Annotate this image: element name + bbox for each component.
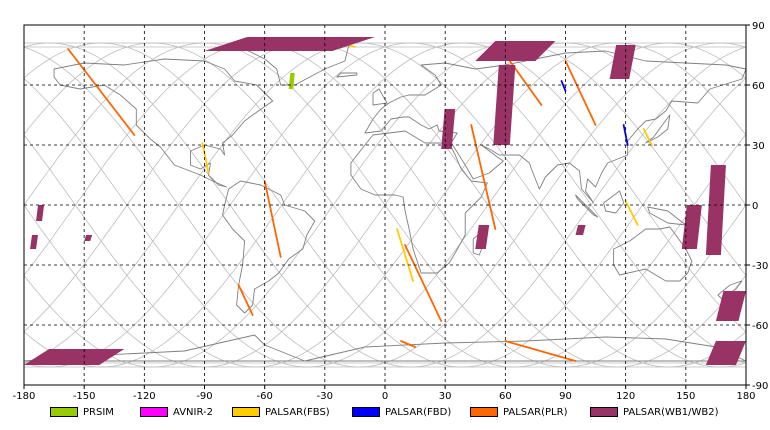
acquisition-swath (24, 349, 125, 365)
acquisition-swath (642, 128, 653, 146)
legend-label: PALSAR(WB1/WB2) (623, 406, 719, 418)
acquisition-swath (67, 48, 136, 136)
lat-tick-label: -60 (752, 321, 768, 332)
lon-tick-label: -30 (317, 391, 333, 400)
coastline (364, 50, 747, 204)
legend-label: PALSAR(PLR) (503, 406, 568, 418)
coastlines (23, 38, 747, 362)
coastline (350, 130, 488, 274)
acquisition-swath (237, 284, 254, 316)
legend-item: PALSAR(WB1/WB2) (590, 405, 719, 419)
acquisition-swath (404, 244, 443, 322)
lat-tick-label: 30 (752, 141, 765, 152)
acquisition-swath (624, 200, 639, 226)
acquisition-swath (609, 45, 636, 79)
acquisition-swath (288, 73, 295, 89)
acquisition-swath (36, 205, 45, 221)
legend-item: PALSAR(PLR) (470, 405, 567, 419)
acquisition-swath (705, 341, 746, 365)
coastline (645, 114, 671, 144)
legend-swatch (140, 407, 168, 417)
lon-tick-label: -150 (73, 391, 96, 400)
lon-tick-label: 120 (616, 391, 635, 400)
legend-label: AVNIR-2 (173, 406, 213, 418)
legend-swatch (590, 407, 618, 417)
legend-label: PALSAR(FBS) (265, 406, 330, 418)
axis-ticks (23, 24, 750, 389)
acquisition-swath (400, 340, 416, 348)
lon-tick-label: 150 (676, 391, 695, 400)
legend-swatch (470, 407, 498, 417)
acquisition-swath (493, 65, 516, 145)
legend-item: PRSIM (50, 405, 114, 419)
lon-tick-label: 90 (559, 391, 572, 400)
acquisition-swath (475, 41, 556, 61)
lat-tick-label: 0 (752, 201, 758, 212)
legend-swatch (352, 407, 380, 417)
acquisition-swath (201, 142, 210, 174)
acquisition-swath (575, 225, 586, 235)
coastline (603, 190, 625, 214)
coastline (336, 72, 358, 78)
acquisition-swath (715, 291, 746, 321)
lat-tick-label: 90 (752, 21, 765, 32)
lon-tick-label: 180 (736, 391, 755, 400)
acquisition-swath (84, 235, 93, 241)
lat-tick-label: -90 (752, 381, 768, 392)
legend-item: PALSAR(FBD) (352, 405, 451, 419)
lon-tick-label: 30 (439, 391, 452, 400)
lon-tick-label: -60 (256, 391, 272, 400)
acquisition-swath (441, 109, 456, 149)
acquisition-swath (504, 340, 577, 362)
acquisition-swath (705, 165, 726, 255)
coastline (23, 334, 747, 362)
lat-tick-label: -30 (752, 261, 768, 272)
acquisition-swath (263, 180, 282, 258)
acquisition-swath (560, 80, 567, 92)
coastline (222, 180, 316, 314)
legend-item: AVNIR-2 (140, 405, 213, 419)
lon-tick-label: 0 (382, 391, 388, 400)
coastline (53, 58, 274, 188)
lon-tick-label: -90 (196, 391, 212, 400)
coastline (647, 206, 687, 226)
legend-swatch (50, 407, 78, 417)
coastline (613, 226, 693, 282)
map-canvas: -180 -150 -120 -90 -60 -30 0 30 60 90 120 150 180 90 6… (13, 21, 769, 402)
lon-tick-label: -120 (133, 391, 156, 400)
legend-item: PALSAR(FBS) (232, 405, 330, 419)
acquisition-swath (396, 228, 414, 282)
legend: PRSIM AVNIR-2 PALSAR(FBS) PALSAR(FBD) PALSAR… (0, 400, 770, 424)
axis-labels: -180 -150 -120 -90 -60 -30 0 30 60 90 120 150 180 90 6… (13, 21, 769, 402)
coastline (717, 280, 743, 300)
acquisition-swath (681, 205, 702, 249)
coastline (575, 194, 599, 218)
legend-label: PALSAR(FBD) (385, 406, 452, 418)
acquisition-swath (470, 124, 497, 230)
coastline (372, 88, 388, 106)
lat-tick-label: 60 (752, 81, 765, 92)
acquisition-swath (30, 235, 39, 249)
acquisition-swath (204, 37, 375, 51)
legend-swatch (232, 407, 260, 417)
lat-lon-grid (24, 25, 746, 385)
acquisition-swath (475, 225, 490, 249)
legend-label: PRSIM (83, 406, 114, 418)
lon-tick-label: 60 (499, 391, 512, 400)
lon-tick-label: -180 (13, 391, 36, 400)
acquisition-swath (564, 60, 597, 126)
